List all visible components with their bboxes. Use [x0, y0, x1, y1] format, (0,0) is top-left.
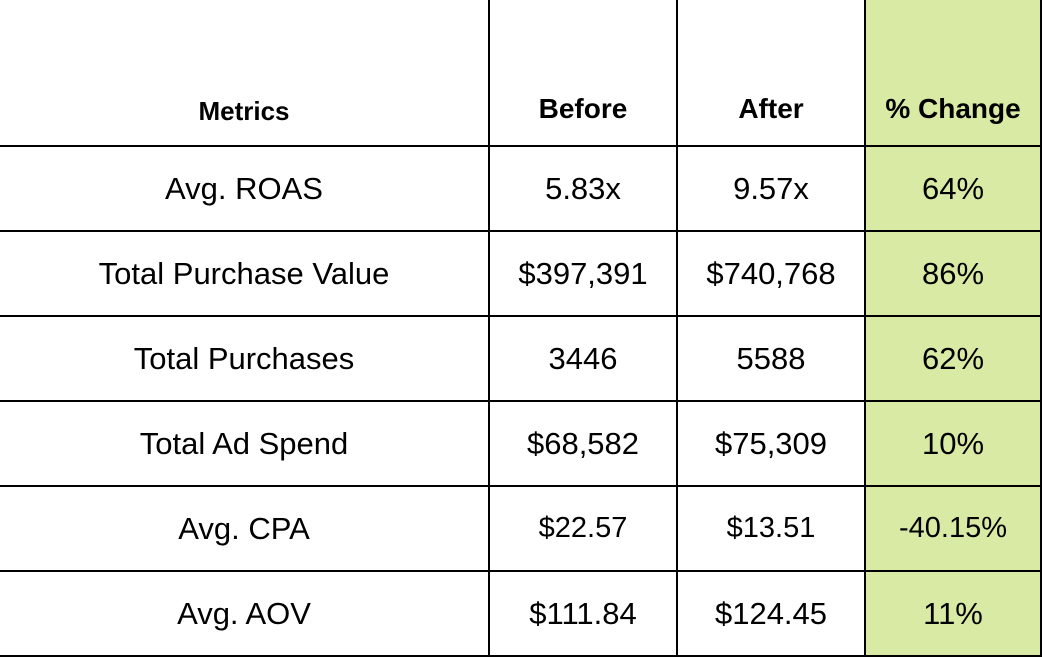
before-value-cell: $22.57 [488, 485, 678, 572]
percent-change-cell: -40.15% [864, 485, 1042, 572]
before-value-cell: $111.84 [488, 570, 678, 657]
table-row: Total Purchases 3446 5588 62% [0, 315, 1042, 402]
percent-change-cell: 10% [864, 400, 1042, 487]
metric-name-cell: Avg. ROAS [0, 145, 490, 232]
header-metrics: Metrics [0, 0, 490, 147]
header-percent-change: % Change [864, 0, 1042, 147]
table-row: Avg. AOV $111.84 $124.45 11% [0, 570, 1042, 657]
before-value-cell: 5.83x [488, 145, 678, 232]
after-value-cell: 5588 [676, 315, 866, 402]
header-row: Metrics Before After % Change [0, 0, 1042, 147]
table-row: Avg. CPA $22.57 $13.51 -40.15% [0, 485, 1042, 572]
table-row: Total Purchase Value $397,391 $740,768 8… [0, 230, 1042, 317]
after-value-cell: $740,768 [676, 230, 866, 317]
percent-change-cell: 11% [864, 570, 1042, 657]
metric-name-cell: Avg. CPA [0, 485, 490, 572]
percent-change-cell: 64% [864, 145, 1042, 232]
metric-name-cell: Total Purchase Value [0, 230, 490, 317]
header-after: After [676, 0, 866, 147]
table-row: Total Ad Spend $68,582 $75,309 10% [0, 400, 1042, 487]
metric-name-cell: Total Ad Spend [0, 400, 490, 487]
percent-change-cell: 62% [864, 315, 1042, 402]
metric-name-cell: Total Purchases [0, 315, 490, 402]
after-value-cell: $75,309 [676, 400, 866, 487]
before-value-cell: $397,391 [488, 230, 678, 317]
before-value-cell: 3446 [488, 315, 678, 402]
before-value-cell: $68,582 [488, 400, 678, 487]
after-value-cell: $13.51 [676, 485, 866, 572]
header-before: Before [488, 0, 678, 147]
after-value-cell: 9.57x [676, 145, 866, 232]
percent-change-cell: 86% [864, 230, 1042, 317]
after-value-cell: $124.45 [676, 570, 866, 657]
table-row: Avg. ROAS 5.83x 9.57x 64% [0, 145, 1042, 232]
metric-name-cell: Avg. AOV [0, 570, 490, 657]
